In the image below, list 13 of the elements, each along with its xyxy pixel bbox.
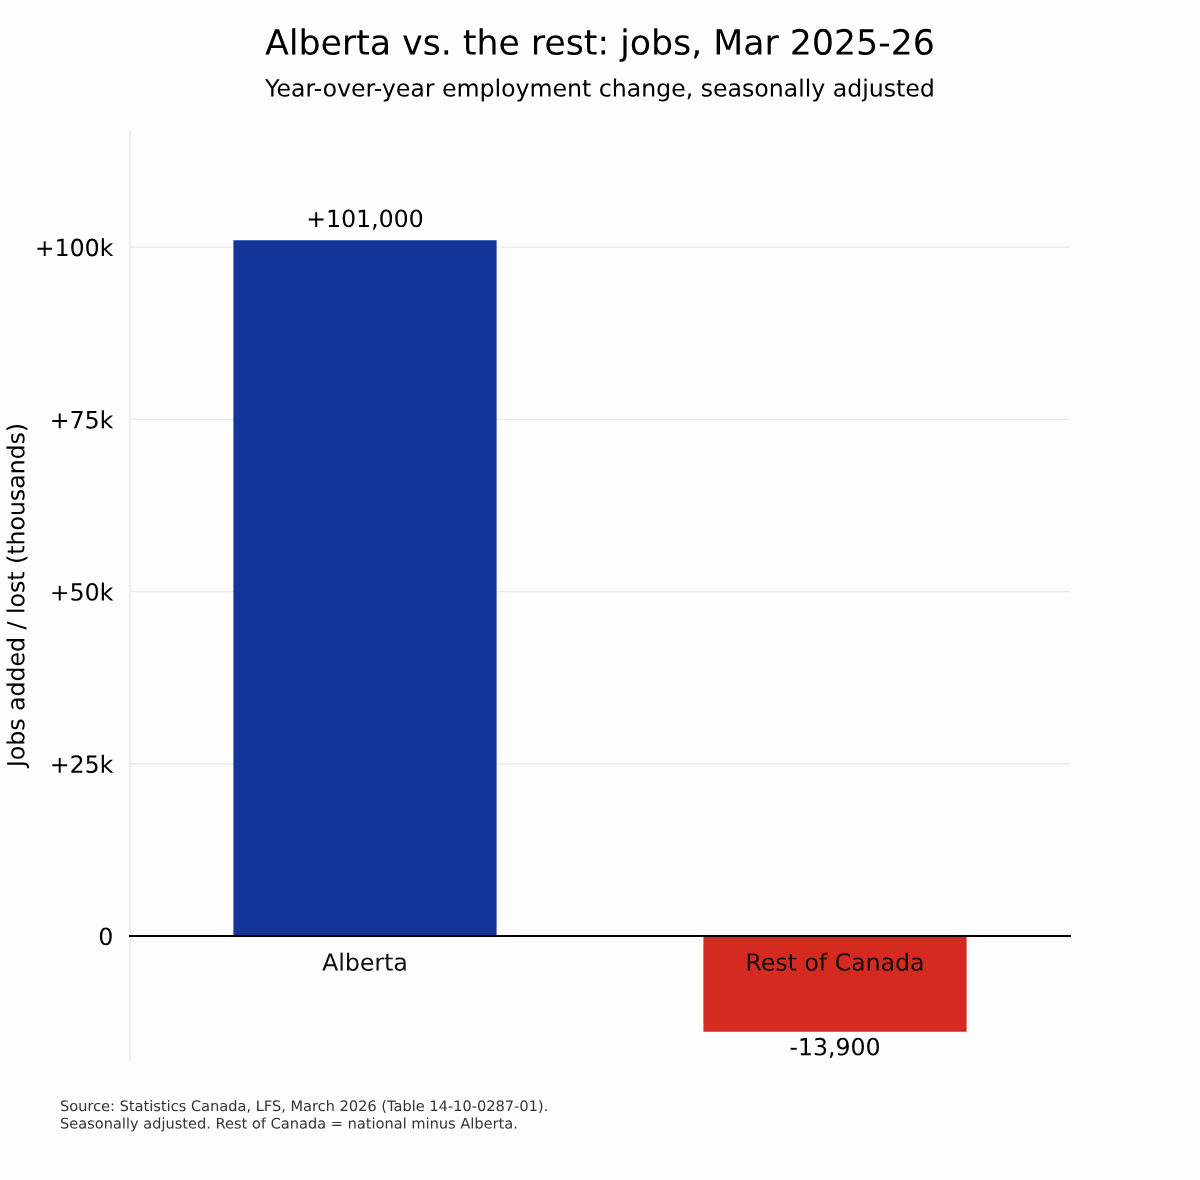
x-tick-label: Alberta (322, 952, 406, 971)
x-tick-label: Rest of Canada (747, 952, 923, 971)
y-tick-label: +75k (52, 410, 114, 429)
y-tick-label: 0 (99, 927, 112, 946)
chart-title: Alberta vs. the rest: jobs, Mar 2025-26 (265, 28, 933, 62)
y-tick-label: +25k (52, 754, 114, 774)
y-axis-title: Jobs added / lost (thousands) (6, 424, 30, 769)
source-note: Source: Statistics Canada, LFS, March 2026 (Table 14-10-0287-01). Seasonally adjusted. Rest of Canada = national minus Alberta. (60, 1100, 547, 1132)
data-label: +101,000 (308, 209, 423, 230)
chart-subtitle: Year-over-year employment change, seasonally adjusted (265, 78, 933, 102)
data-label: -13,900 (790, 1037, 879, 1058)
y-tick-label: +100k (37, 238, 114, 257)
y-tick-label: +50k (52, 582, 114, 601)
